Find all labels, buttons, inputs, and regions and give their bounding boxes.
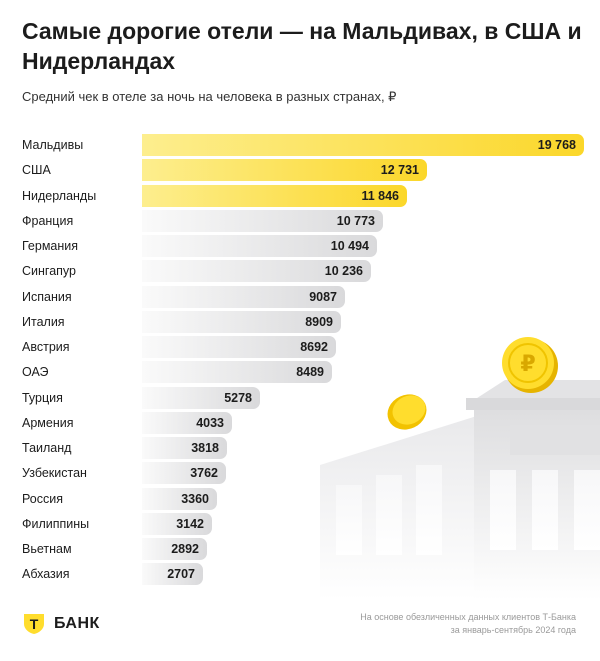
brand-name: БАНК bbox=[54, 615, 100, 632]
category-label: Филиппины bbox=[22, 516, 90, 531]
category-label: Германия bbox=[22, 239, 79, 253]
category-label: ОАЭ bbox=[22, 365, 49, 380]
category-label: Нидерланды bbox=[22, 188, 97, 203]
bar bbox=[142, 184, 407, 207]
logo-letter: Т bbox=[30, 616, 39, 632]
value-label: 2892 bbox=[171, 542, 199, 556]
bar bbox=[142, 235, 377, 257]
value-label: 8692 bbox=[300, 340, 328, 354]
category-label: Таиланд bbox=[22, 441, 72, 455]
value-label: 12 731 bbox=[380, 163, 419, 178]
page-title: Самые дорогие отели — на Мальдивах, в СШ… bbox=[22, 18, 582, 74]
bar bbox=[142, 209, 383, 232]
bar bbox=[142, 159, 427, 182]
value-label: 3142 bbox=[176, 516, 204, 531]
value-label: 3360 bbox=[181, 491, 209, 506]
value-label: 9087 bbox=[309, 289, 337, 304]
t-bank-logo: Т БАНК bbox=[22, 612, 100, 636]
value-label: 10 494 bbox=[330, 239, 369, 253]
category-label: Италия bbox=[22, 314, 65, 329]
bar bbox=[142, 462, 226, 485]
bar bbox=[142, 260, 371, 283]
value-label: 8489 bbox=[296, 365, 324, 380]
category-label: Франция bbox=[22, 213, 74, 228]
bar bbox=[142, 563, 203, 586]
bar bbox=[142, 310, 341, 333]
category-label: Россия bbox=[22, 491, 63, 506]
category-label: Абхазия bbox=[22, 567, 70, 582]
value-label: 10 773 bbox=[336, 213, 375, 228]
category-label: Мальдивы bbox=[22, 138, 84, 152]
value-label: 4033 bbox=[196, 415, 224, 430]
category-label: Испания bbox=[22, 289, 72, 304]
bar bbox=[142, 538, 207, 560]
category-label: Сингапур bbox=[22, 264, 76, 279]
source-note-line-1: На основе обезличенных данных клиентов Т… bbox=[360, 612, 576, 622]
category-label: Австрия bbox=[22, 340, 70, 354]
bar bbox=[142, 386, 260, 409]
source-note: На основе обезличенных данных клиентов Т… bbox=[276, 611, 576, 637]
category-label: Армения bbox=[22, 415, 74, 430]
value-label: 3818 bbox=[191, 441, 219, 455]
bar bbox=[142, 437, 227, 459]
bar bbox=[142, 134, 584, 156]
bar bbox=[142, 411, 232, 434]
source-note-line-2: за январь-сентябрь 2024 года bbox=[450, 625, 576, 635]
bar bbox=[142, 361, 332, 384]
bar bbox=[142, 512, 212, 535]
value-label: 11 846 bbox=[361, 188, 399, 203]
value-label: 10 236 bbox=[324, 264, 363, 279]
bar bbox=[142, 285, 345, 308]
category-label: США bbox=[22, 163, 51, 178]
chart-subtitle: Средний чек в отеле за ночь на человека … bbox=[22, 89, 397, 104]
bar bbox=[142, 487, 217, 510]
category-label: Узбекистан bbox=[22, 466, 87, 481]
t-bank-shield-icon: Т bbox=[24, 614, 44, 634]
bar bbox=[142, 336, 336, 358]
category-label: Вьетнам bbox=[22, 542, 72, 556]
category-label: Турция bbox=[22, 390, 63, 405]
value-label: 2707 bbox=[167, 567, 195, 582]
value-label: 3762 bbox=[190, 466, 218, 481]
value-label: 8909 bbox=[305, 314, 333, 329]
value-label: 19 768 bbox=[537, 138, 576, 152]
value-label: 5278 bbox=[224, 390, 252, 405]
